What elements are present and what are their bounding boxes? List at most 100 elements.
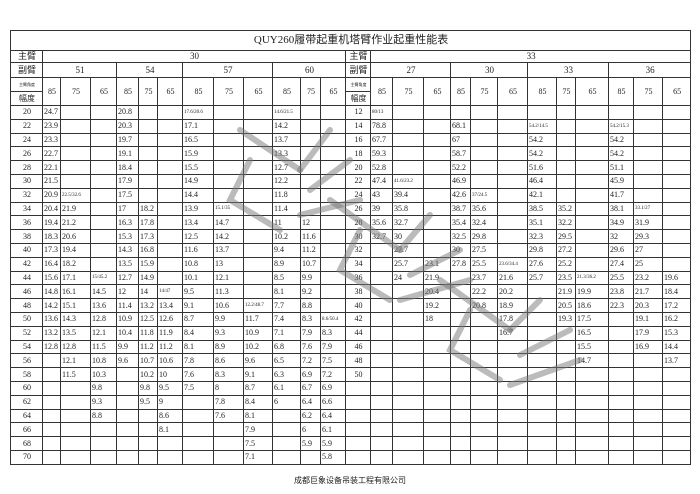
capacity-cell: 7.7 bbox=[272, 298, 301, 313]
capacity-cell: 8.1 bbox=[182, 339, 214, 355]
capacity-cell: 6.8 bbox=[272, 339, 301, 355]
radius-cell: 64 bbox=[10, 408, 43, 424]
capacity-cell bbox=[661, 408, 692, 424]
capacity-cell bbox=[157, 270, 183, 286]
capacity-cell: 15.5 bbox=[575, 339, 609, 355]
capacity-cell: 25.7 bbox=[392, 256, 424, 272]
capacity-cell bbox=[527, 339, 557, 355]
capacity-cell: 5.9 bbox=[300, 436, 321, 451]
capacity-cell: 32.7 bbox=[370, 229, 393, 244]
radius-cell: 26 bbox=[10, 146, 43, 162]
jib-length: 60 bbox=[272, 62, 346, 78]
capacity-cell: 14.2 bbox=[42, 298, 61, 313]
capacity-cell bbox=[60, 146, 91, 162]
capacity-cell bbox=[633, 408, 663, 424]
capacity-cell: 17.5 bbox=[575, 311, 609, 327]
capacity-cell bbox=[450, 394, 471, 410]
capacity-cell: 52.2 bbox=[450, 160, 471, 175]
capacity-cell bbox=[497, 367, 528, 382]
capacity-cell bbox=[423, 422, 451, 438]
capacity-cell bbox=[450, 436, 471, 451]
capacity-cell bbox=[213, 422, 244, 438]
capacity-cell bbox=[370, 353, 393, 369]
capacity-cell: 11.2 bbox=[300, 242, 321, 258]
capacity-cell: 9.9 bbox=[300, 270, 321, 286]
capacity-cell: 17.9 bbox=[116, 173, 139, 189]
capacity-cell bbox=[423, 408, 451, 424]
capacity-cell: 12.6 bbox=[157, 311, 183, 327]
capacity-cell: 20.2 bbox=[497, 284, 528, 300]
capacity-cell: 30 bbox=[392, 229, 424, 244]
jib-length: 27 bbox=[370, 62, 451, 78]
capacity-cell bbox=[470, 394, 498, 410]
capacity-cell: 10 bbox=[157, 367, 183, 382]
table-row: 44 15.6 17.1 15/45.2 12.7 14.9 10.1 12.1 8.5 9.9 3… bbox=[10, 270, 692, 286]
capacity-cell bbox=[423, 118, 451, 134]
table-row: 28 22.1 18.4 15.5 12.7 20 52.8 52.2 51.6 51.1 bbox=[10, 160, 692, 175]
capacity-cell: 17.1 bbox=[60, 270, 91, 286]
capacity-cell bbox=[90, 449, 117, 465]
capacity-cell bbox=[497, 339, 528, 355]
capacity-cell: 35.1 bbox=[527, 215, 557, 231]
capacity-cell: 14.6/21.5 bbox=[272, 105, 301, 120]
capacity-cell: 15.3 bbox=[661, 325, 692, 341]
capacity-cell: 7.1 bbox=[243, 449, 273, 465]
capacity-cell bbox=[556, 160, 576, 175]
capacity-cell: 27 bbox=[633, 242, 663, 258]
capacity-cell bbox=[497, 449, 528, 465]
capacity-cell: 5.9 bbox=[320, 436, 346, 451]
capacity-cell bbox=[320, 105, 346, 120]
capacity-cell: 14.5 bbox=[90, 284, 117, 300]
capacity-cell bbox=[370, 325, 393, 341]
capacity-cell: 6.1 bbox=[272, 380, 301, 396]
capacity-cell bbox=[633, 436, 663, 451]
capacity-cell bbox=[423, 215, 451, 231]
capacity-cell: 34.9 bbox=[608, 215, 634, 231]
capacity-cell bbox=[320, 229, 346, 244]
capacity-cell: 24 bbox=[392, 270, 424, 286]
capacity-cell bbox=[392, 436, 424, 451]
capacity-cell: 13.2 bbox=[138, 298, 158, 313]
radius-cell: 18 bbox=[345, 146, 371, 162]
right-main-boom-length: 33 bbox=[369, 50, 692, 63]
capacity-cell bbox=[392, 394, 424, 410]
capacity-cell bbox=[575, 422, 609, 438]
capacity-cell bbox=[450, 298, 471, 313]
capacity-cell bbox=[556, 449, 576, 465]
capacity-cell bbox=[497, 132, 528, 148]
capacity-cell: 6.9 bbox=[300, 367, 321, 382]
capacity-cell: 13.3 bbox=[272, 146, 301, 162]
boom-angle: 65 bbox=[661, 77, 692, 106]
capacity-cell: 23.3 bbox=[42, 132, 61, 148]
capacity-cell: 8.9 bbox=[272, 256, 301, 272]
capacity-cell bbox=[116, 367, 139, 382]
capacity-cell: 18.4 bbox=[116, 160, 139, 175]
jib-length: 57 bbox=[182, 62, 273, 78]
capacity-cell: 11.5 bbox=[60, 367, 91, 382]
capacity-cell: 7.6 bbox=[213, 408, 244, 424]
angle-label: 主臂角度 bbox=[345, 77, 371, 92]
capacity-cell bbox=[556, 422, 576, 438]
capacity-cell: 11.4 bbox=[116, 298, 139, 313]
capacity-cell: 21.7 bbox=[633, 284, 663, 300]
capacity-cell: 21.9 bbox=[556, 284, 576, 300]
capacity-cell: 6 bbox=[272, 394, 301, 410]
capacity-cell: 14.3 bbox=[60, 311, 91, 327]
capacity-cell: 19.1 bbox=[116, 146, 139, 162]
table-row: 34 20.4 21.9 17 18.2 13.9 15.1/35 11.4 26 39 35.8 3… bbox=[10, 201, 692, 217]
capacity-cell bbox=[633, 173, 663, 189]
capacity-cell: 13.2 bbox=[42, 325, 61, 341]
capacity-cell bbox=[556, 105, 576, 120]
capacity-cell: 7.2 bbox=[300, 353, 321, 369]
capacity-cell bbox=[392, 311, 424, 327]
capacity-cell: 16.8 bbox=[138, 242, 158, 258]
capacity-cell: 8.3 bbox=[213, 367, 244, 382]
capacity-cell bbox=[90, 201, 117, 217]
capacity-cell bbox=[157, 201, 183, 217]
capacity-cell bbox=[423, 105, 451, 120]
capacity-cell: 32.5 bbox=[450, 229, 471, 244]
radius-cell bbox=[345, 408, 371, 424]
capacity-cell: 5.8 bbox=[320, 449, 346, 465]
capacity-cell bbox=[138, 105, 158, 120]
boom-angle: 75 bbox=[556, 77, 576, 106]
